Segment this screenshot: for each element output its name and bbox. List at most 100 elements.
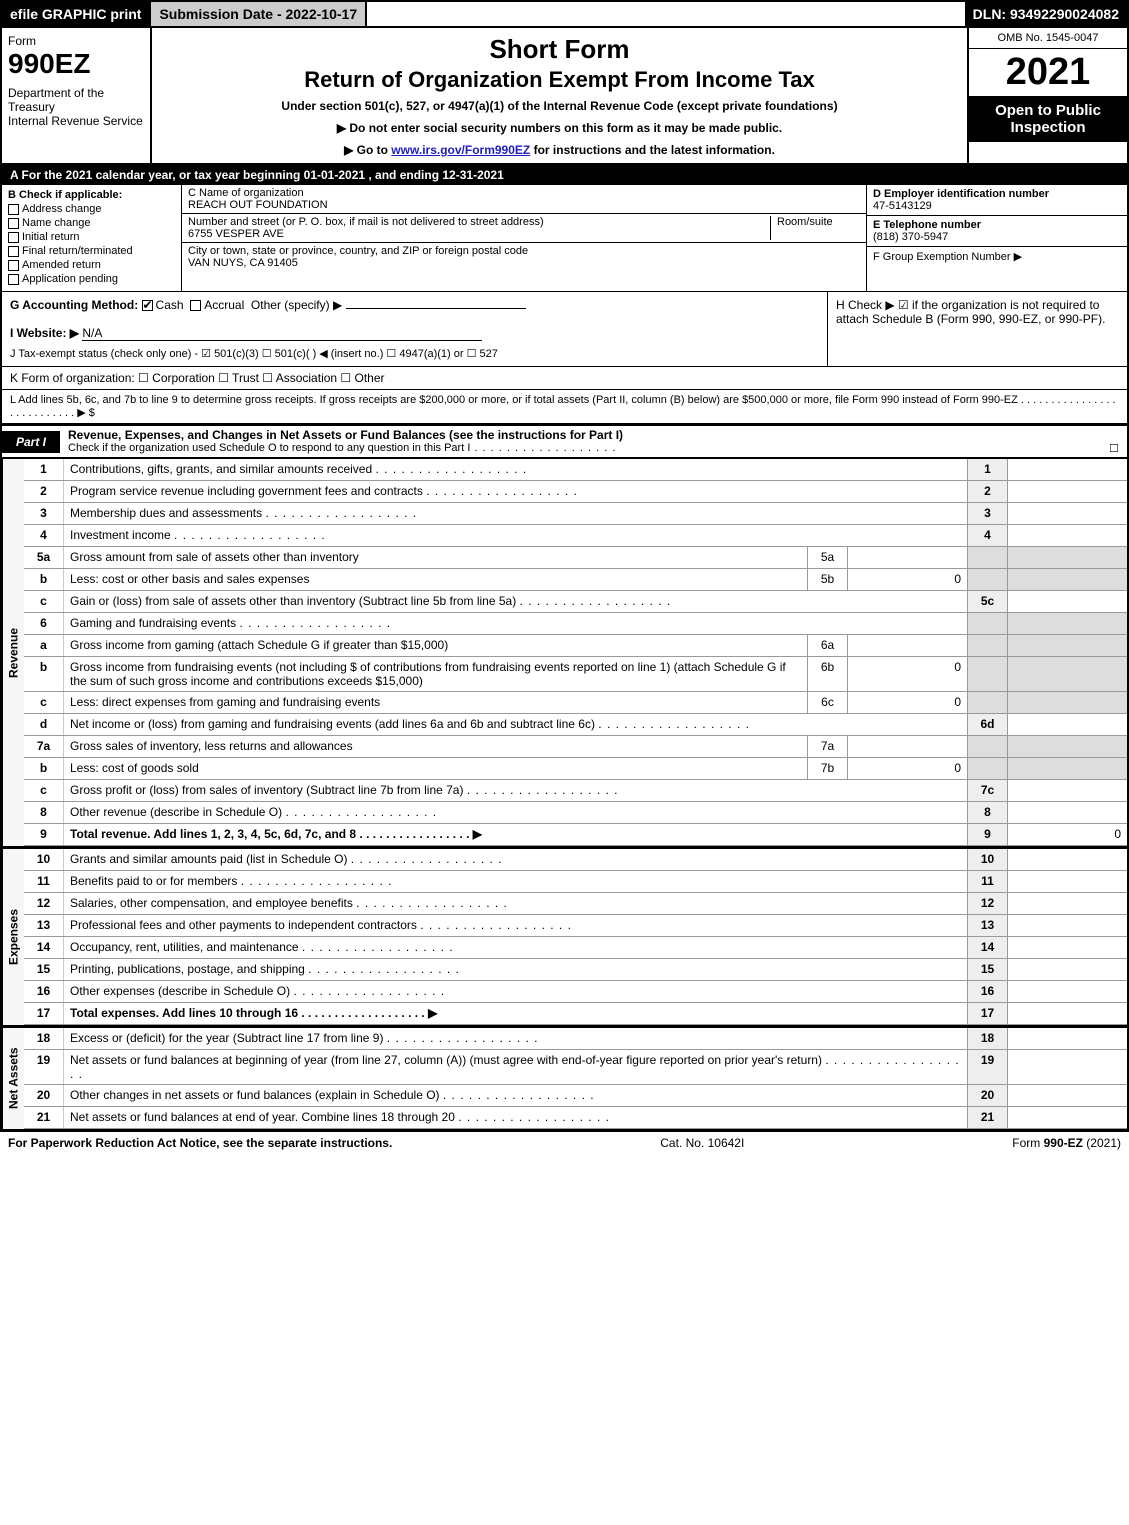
line-6: 6Gaming and fundraising events [24, 613, 1127, 635]
open-to-public: Open to Public Inspection [969, 96, 1127, 142]
expenses-block: Expenses 10Grants and similar amounts pa… [0, 847, 1129, 1026]
b-heading: B Check if applicable: [8, 189, 175, 201]
header-right: OMB No. 1545-0047 2021 Open to Public In… [967, 28, 1127, 163]
subtitle: Under section 501(c), 527, or 4947(a)(1)… [162, 99, 957, 113]
row-l: L Add lines 5b, 6c, and 7b to line 9 to … [0, 390, 1129, 424]
expenses-vert-label: Expenses [2, 849, 24, 1025]
form-word: Form [8, 34, 144, 48]
line-9: 9Total revenue. Add lines 1, 2, 3, 4, 5c… [24, 824, 1127, 846]
line-d: dNet income or (loss) from gaming and fu… [24, 714, 1127, 736]
header-left: Form 990EZ Department of the Treasury In… [2, 28, 152, 163]
g-other: Other (specify) ▶ [251, 298, 342, 312]
note2-pre: ▶ Go to [344, 143, 391, 157]
line-13: 13Professional fees and other payments t… [24, 915, 1127, 937]
revenue-vert-label: Revenue [2, 459, 24, 846]
f-group-label: F Group Exemption Number ▶ [873, 250, 1121, 263]
title-short-form: Short Form [162, 34, 957, 65]
line-b: bGross income from fundraising events (n… [24, 657, 1127, 692]
j-tax-exempt: J Tax-exempt status (check only one) - ☑… [10, 347, 819, 360]
header-middle: Short Form Return of Organization Exempt… [152, 28, 967, 163]
line-c: cGross profit or (loss) from sales of in… [24, 780, 1127, 802]
netassets-block: Net Assets 18Excess or (deficit) for the… [0, 1026, 1129, 1130]
line-a: aGross income from gaming (attach Schedu… [24, 635, 1127, 657]
cb-cash[interactable] [142, 300, 153, 311]
note-ssn: ▶ Do not enter social security numbers o… [162, 121, 957, 135]
g-accrual: Accrual [204, 298, 244, 312]
line-3: 3Membership dues and assessments 3 [24, 503, 1127, 525]
g-label: G Accounting Method: [10, 298, 138, 312]
netassets-rows: 18Excess or (deficit) for the year (Subt… [24, 1028, 1127, 1129]
line-1: 1Contributions, gifts, grants, and simil… [24, 459, 1127, 481]
col-de: D Employer identification number 47-5143… [867, 185, 1127, 291]
top-bar: efile GRAPHIC print Submission Date - 20… [0, 0, 1129, 26]
submission-date: Submission Date - 2022-10-17 [149, 2, 367, 26]
h-col: H Check ▶ ☑ if the organization is not r… [827, 292, 1127, 366]
cb-application-pending[interactable]: Application pending [8, 273, 175, 285]
part1-check[interactable]: ☐ [1109, 442, 1119, 455]
line-c: cLess: direct expenses from gaming and f… [24, 692, 1127, 714]
department-label: Department of the Treasury Internal Reve… [8, 86, 144, 128]
footer-left: For Paperwork Reduction Act Notice, see … [8, 1136, 392, 1150]
line-17: 17Total expenses. Add lines 10 through 1… [24, 1003, 1127, 1025]
line-20: 20Other changes in net assets or fund ba… [24, 1085, 1127, 1107]
cb-final-return[interactable]: Final return/terminated [8, 245, 175, 257]
part1-header: Part I Revenue, Expenses, and Changes in… [0, 424, 1129, 459]
c-city: VAN NUYS, CA 91405 [188, 257, 860, 269]
g-col: G Accounting Method: Cash Accrual Other … [2, 292, 827, 366]
line-19: 19Net assets or fund balances at beginni… [24, 1050, 1127, 1085]
note2-post: for instructions and the latest informat… [530, 143, 775, 157]
e-tel-label: E Telephone number [873, 219, 1121, 231]
line-21: 21Net assets or fund balances at end of … [24, 1107, 1127, 1129]
c-name-label: C Name of organization [188, 187, 860, 199]
line-b: bLess: cost or other basis and sales exp… [24, 569, 1127, 591]
revenue-rows: 1Contributions, gifts, grants, and simil… [24, 459, 1127, 846]
revenue-block: Revenue 1Contributions, gifts, grants, a… [0, 459, 1129, 847]
part1-title: Revenue, Expenses, and Changes in Net As… [68, 428, 1119, 442]
part1-sub: Check if the organization used Schedule … [68, 442, 616, 455]
line-15: 15Printing, publications, postage, and s… [24, 959, 1127, 981]
line-b: bLess: cost of goods sold7b0 [24, 758, 1127, 780]
c-org-name: REACH OUT FOUNDATION [188, 199, 860, 211]
cb-amended-return[interactable]: Amended return [8, 259, 175, 271]
g-other-blank[interactable] [346, 308, 526, 309]
page-footer: For Paperwork Reduction Act Notice, see … [0, 1130, 1129, 1154]
c-street-label: Number and street (or P. O. box, if mail… [188, 216, 770, 228]
e-tel: (818) 370-5947 [873, 231, 1121, 243]
g-cash: Cash [156, 298, 184, 312]
rows-gh: G Accounting Method: Cash Accrual Other … [0, 292, 1129, 367]
efile-print-label[interactable]: efile GRAPHIC print [2, 2, 149, 26]
tax-year: 2021 [969, 49, 1127, 96]
line-2: 2Program service revenue including gover… [24, 481, 1127, 503]
line-10: 10Grants and similar amounts paid (list … [24, 849, 1127, 871]
row-a-tax-year: A For the 2021 calendar year, or tax yea… [0, 165, 1129, 185]
cb-address-change[interactable]: Address change [8, 203, 175, 215]
line-4: 4Investment income 4 [24, 525, 1127, 547]
line-c: cGain or (loss) from sale of assets othe… [24, 591, 1127, 613]
line-12: 12Salaries, other compensation, and empl… [24, 893, 1127, 915]
d-ein-label: D Employer identification number [873, 188, 1121, 200]
cb-name-change[interactable]: Name change [8, 217, 175, 229]
note-goto: ▶ Go to www.irs.gov/Form990EZ for instru… [162, 143, 957, 157]
title-return: Return of Organization Exempt From Incom… [162, 67, 957, 93]
c-room-label: Room/suite [770, 216, 860, 240]
cb-accrual[interactable] [190, 300, 201, 311]
footer-cat: Cat. No. 10642I [392, 1136, 1012, 1150]
cb-initial-return[interactable]: Initial return [8, 231, 175, 243]
expenses-rows: 10Grants and similar amounts paid (list … [24, 849, 1127, 1025]
line-8: 8Other revenue (describe in Schedule O) … [24, 802, 1127, 824]
line-14: 14Occupancy, rent, utilities, and mainte… [24, 937, 1127, 959]
line-18: 18Excess or (deficit) for the year (Subt… [24, 1028, 1127, 1050]
line-11: 11Benefits paid to or for members 11 [24, 871, 1127, 893]
part1-tab: Part I [2, 431, 60, 453]
irs-link[interactable]: www.irs.gov/Form990EZ [391, 143, 530, 157]
d-ein: 47-5143129 [873, 200, 1121, 212]
rows-bcdef: B Check if applicable: Address change Na… [0, 185, 1129, 292]
i-website-label: I Website: ▶ [10, 326, 79, 340]
netassets-vert-label: Net Assets [2, 1028, 24, 1129]
col-b-checkboxes: B Check if applicable: Address change Na… [2, 185, 182, 291]
footer-right: Form 990-EZ (2021) [1012, 1136, 1121, 1150]
form-header: Form 990EZ Department of the Treasury In… [0, 26, 1129, 165]
dln: DLN: 93492290024082 [965, 2, 1127, 26]
row-k: K Form of organization: ☐ Corporation ☐ … [0, 367, 1129, 390]
col-c-org-info: C Name of organization REACH OUT FOUNDAT… [182, 185, 867, 291]
